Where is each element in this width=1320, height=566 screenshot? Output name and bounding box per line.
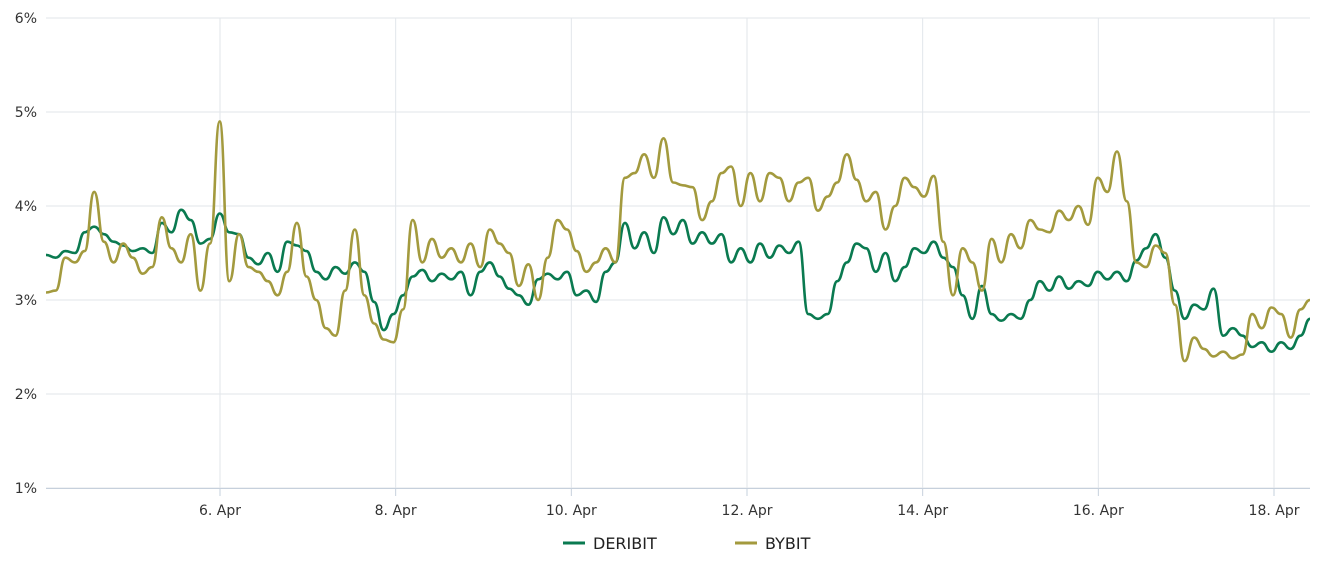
y-tick-label: 6% — [15, 11, 37, 27]
x-tick-label: 12. Apr — [722, 503, 773, 519]
y-tick-label: 4% — [15, 199, 37, 215]
x-tick-label: 10. Apr — [546, 503, 597, 519]
x-axis-ticks: 6. Apr 8. Apr 10. Apr 12. Apr 14. Apr 16. Apr… — [199, 488, 1300, 519]
legend-label-bybit: BYBIT — [765, 534, 811, 553]
y-tick-label: 2% — [15, 387, 37, 403]
y-axis-ticks: 1% 2% 3% 4% 5% 6% — [15, 11, 37, 497]
y-tick-label: 5% — [15, 105, 37, 121]
x-tick-label: 6. Apr — [199, 503, 241, 519]
legend-item-bybit[interactable]: BYBIT — [735, 534, 811, 553]
x-tick-label: 16. Apr — [1073, 503, 1124, 519]
x-tick-label: 14. Apr — [897, 503, 948, 519]
series-lines — [45, 120, 1311, 363]
y-tick-label: 3% — [15, 293, 37, 309]
series-line-bybit[interactable] — [45, 120, 1311, 363]
legend: DERIBIT BYBIT — [563, 534, 811, 553]
series-line-deribit[interactable] — [45, 208, 1311, 353]
gridlines — [46, 17, 1310, 489]
y-tick-label: 1% — [15, 481, 37, 497]
x-tick-label: 18. Apr — [1249, 503, 1300, 519]
legend-label-deribit: DERIBIT — [593, 534, 657, 553]
x-tick-label: 8. Apr — [375, 503, 417, 519]
legend-item-deribit[interactable]: DERIBIT — [563, 534, 657, 553]
